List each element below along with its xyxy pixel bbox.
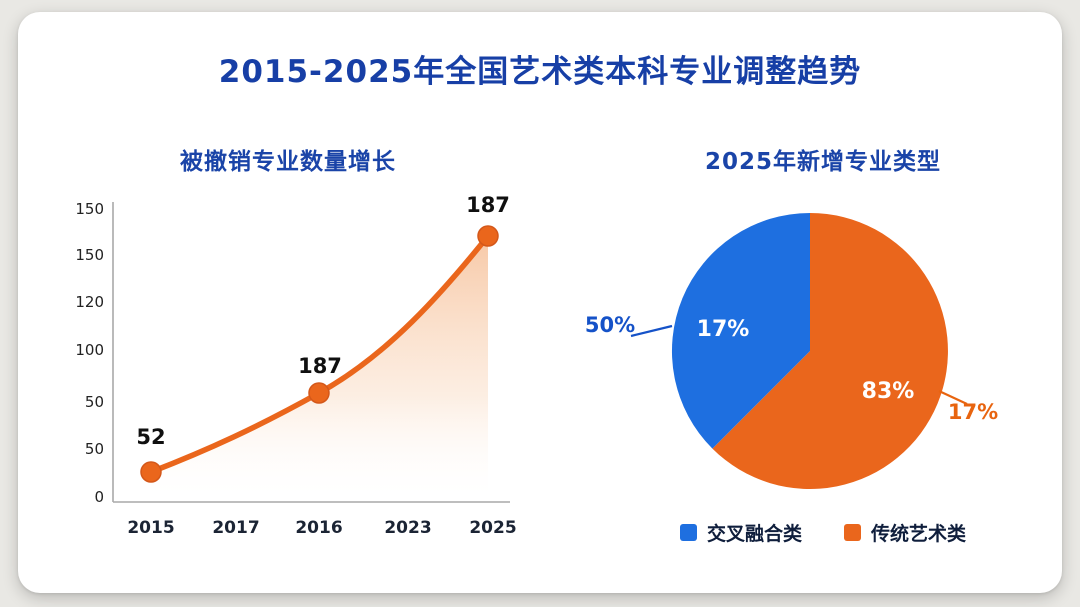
x-axis-tick-label: 2015: [127, 518, 175, 538]
pie-callout-label-orange: 17%: [947, 400, 999, 424]
data-point-label: 187: [466, 193, 510, 217]
area-fill: [151, 236, 488, 502]
legend-item-traditional: 传统艺术类: [844, 519, 966, 546]
data-point-dot: [308, 382, 330, 404]
y-axis-tick-label: 120: [75, 293, 104, 311]
line-chart-svg: [112, 202, 510, 503]
data-point-label: 52: [136, 425, 166, 449]
y-axis-tick-label: 50: [84, 393, 104, 411]
data-point-label: 187: [298, 354, 342, 378]
infographic-card: 2015-2025年全国艺术类本科专业调整趋势 被撤销专业数量增长: [18, 12, 1062, 593]
pie-slice-traditional: [712, 213, 948, 489]
line-chart-title: 被撤销专业数量增长: [180, 149, 396, 175]
line-chart-panel: 被撤销专业数量增长 150 150 120 100: [58, 142, 538, 552]
pie-chart-title: 2025年新增专业类型: [704, 149, 941, 175]
pie-inner-label-orange: 83%: [861, 379, 915, 404]
y-axis-tick-label: 150: [75, 246, 104, 264]
pie-legend: 交叉融合类 传统艺术类: [573, 518, 1073, 546]
x-axis-tick-label: 2025: [469, 518, 517, 538]
x-axis-tick-label: 2016: [295, 518, 343, 538]
legend-label: 交叉融合类: [706, 522, 802, 545]
x-axis-tick-label: 2023: [384, 518, 432, 538]
legend-label: 传统艺术类: [871, 522, 967, 545]
pie-callout-label-blue: 50%: [584, 313, 636, 337]
legend-swatch-blue: [679, 523, 697, 541]
y-axis-tick-label: 100: [75, 341, 104, 359]
y-axis-tick-label: 50: [84, 440, 104, 458]
pie-chart-svg: [671, 212, 948, 489]
pie-slice-fusion: [671, 212, 810, 449]
data-point-dot: [140, 461, 162, 483]
pie-inner-label-blue: 17%: [696, 317, 750, 342]
y-axis-tick-label: 0: [94, 488, 104, 506]
data-point-dot: [477, 225, 499, 247]
y-axis-tick-label: 150: [75, 200, 104, 218]
legend-swatch-orange: [844, 523, 861, 541]
legend-item-fusion: 交叉融合类: [679, 519, 802, 546]
main-title: 2015-2025年全国艺术类本科专业调整趋势: [218, 54, 862, 90]
x-axis-tick-label: 2017: [212, 518, 260, 538]
pie-chart-panel: 2025年新增专业类型 17% 83% 50% 17% 交叉融合类 传统艺: [573, 142, 1073, 572]
